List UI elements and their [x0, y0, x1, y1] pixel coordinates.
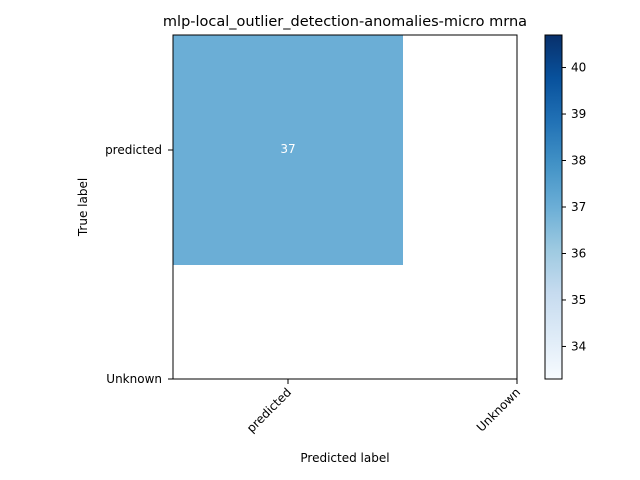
cell-value-label: 37: [280, 142, 295, 156]
plot-frame: [172, 34, 518, 380]
y-axis-label: True label: [76, 178, 90, 237]
colorbar-tick-label: 40: [571, 61, 586, 75]
colorbar: [545, 35, 562, 379]
x-tick-label: predicted: [244, 385, 294, 435]
colorbar-tick-label: 39: [571, 107, 586, 121]
colorbar-tick-label: 36: [571, 246, 586, 260]
x-axis-ticks: predicted Unknown: [244, 379, 523, 435]
y-tick-label: predicted: [105, 143, 162, 157]
colorbar-tick-label: 37: [571, 200, 586, 214]
colorbar-tick-label: 35: [571, 293, 586, 307]
x-tick-label: Unknown: [474, 385, 523, 434]
y-axis-ticks: predicted Unknown: [105, 143, 173, 386]
colorbar-tick-label: 34: [571, 339, 586, 353]
chart-title: mlp-local_outlier_detection-anomalies-mi…: [163, 14, 527, 30]
colorbar-tick-label: 38: [571, 154, 586, 168]
colorbar-ticks: 34 35 36 37 38 39 40: [562, 61, 586, 353]
heatmap-cell-predicted-predicted: [173, 35, 403, 265]
y-tick-label: Unknown: [106, 372, 162, 386]
x-axis-label: Predicted label: [300, 451, 389, 465]
plot-area: 37: [173, 35, 403, 265]
